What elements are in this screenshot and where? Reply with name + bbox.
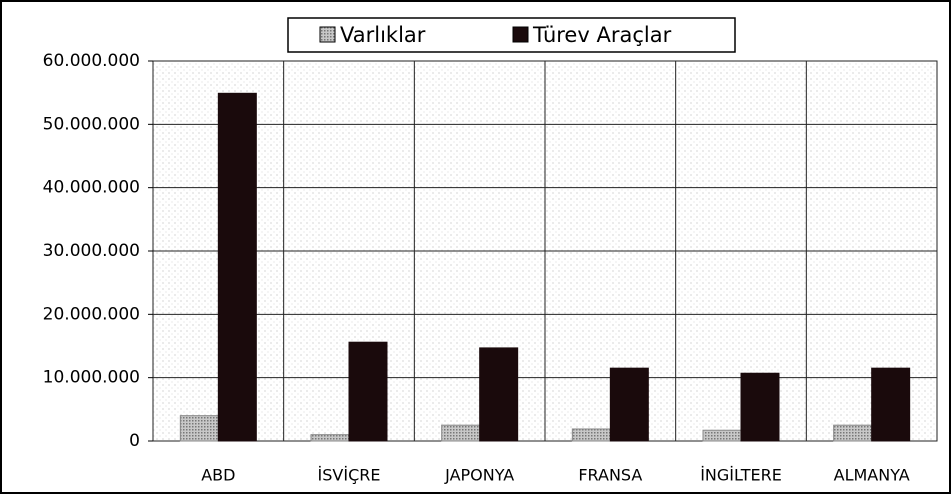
bar [833, 424, 873, 442]
x-tick-label: İNGİLTERE [700, 466, 782, 485]
y-tick-label: 10.000.000 [43, 368, 140, 388]
bar [702, 429, 742, 442]
bar [740, 372, 780, 442]
y-tick-label: 30.000.000 [43, 241, 140, 261]
y-tick-label: 40.000.000 [43, 178, 140, 198]
bar [479, 347, 519, 442]
bar [871, 367, 911, 442]
bar [217, 92, 257, 442]
legend-label: Türev Araçlar [532, 23, 672, 47]
y-tick-label: 0 [129, 431, 140, 451]
x-tick-label: İSVİÇRE [318, 466, 381, 485]
y-tick-label: 50.000.000 [43, 114, 140, 134]
legend-swatch [512, 26, 529, 43]
legend-label: Varlıklar [340, 23, 426, 47]
bar [179, 415, 219, 442]
legend [287, 17, 736, 53]
bar [609, 367, 649, 442]
bar [441, 424, 481, 442]
legend-swatch [319, 26, 336, 43]
legend-box [287, 17, 736, 53]
x-tick-label: FRANSA [578, 466, 642, 485]
bar [348, 341, 388, 442]
bar [571, 428, 611, 442]
x-tick-label: ALMANYA [834, 466, 910, 485]
x-tick-label: JAPONYA [444, 466, 514, 485]
bar [310, 434, 350, 442]
y-tick-label: 20.000.000 [43, 304, 140, 324]
y-tick-label: 60.000.000 [43, 51, 140, 71]
x-tick-label: ABD [201, 466, 235, 485]
